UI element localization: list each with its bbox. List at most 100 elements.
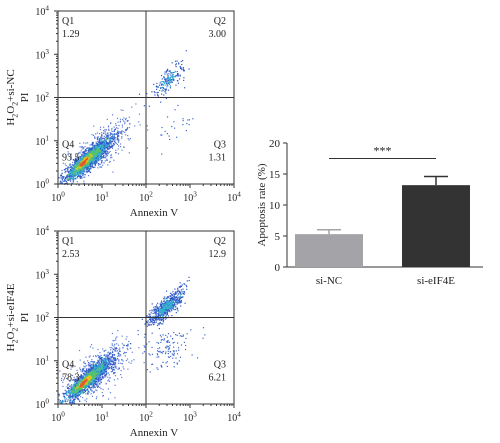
flow-event: [104, 371, 106, 373]
flow-event: [108, 359, 111, 362]
flow-event: [101, 134, 103, 137]
flow-event: [73, 392, 76, 395]
flow-event: [116, 347, 118, 350]
flow-event: [87, 161, 89, 164]
flow-event: [67, 154, 70, 156]
flow-event: [165, 88, 167, 90]
flow-event: [82, 151, 84, 153]
flow-event: [117, 131, 120, 133]
flow-event: [77, 393, 80, 395]
y-tick-label: 103: [35, 48, 49, 62]
flow-event: [111, 366, 113, 368]
flow-event: [113, 133, 116, 135]
flow-event: [171, 62, 173, 64]
flow-event: [95, 154, 97, 156]
flow-event: [128, 139, 130, 141]
flow-event: [127, 120, 129, 122]
flow-event: [97, 167, 99, 169]
flow-event: [100, 140, 103, 142]
flow-event: [110, 141, 112, 143]
flow-event: [117, 153, 120, 155]
flow-event: [97, 159, 99, 162]
flow-event: [74, 381, 76, 384]
flow-event: [121, 137, 123, 139]
flow-event: [183, 87, 186, 89]
flow-event: [111, 156, 113, 158]
flow-event: [99, 358, 101, 360]
flow-event: [67, 174, 70, 177]
flow-event: [103, 126, 105, 128]
flow-event: [76, 173, 78, 176]
flow-event: [100, 354, 102, 357]
flow-event: [125, 134, 127, 136]
flow-event: [178, 63, 180, 65]
flow-event: [96, 157, 98, 159]
flow-event: [112, 357, 115, 359]
flow-event: [100, 149, 102, 152]
flow-event: [112, 363, 114, 365]
flow-event: [64, 400, 67, 403]
flow-event: [172, 76, 174, 78]
flow-event: [171, 77, 174, 79]
flow-event: [77, 160, 79, 162]
flow-event: [69, 396, 71, 399]
flow-event: [93, 145, 95, 147]
flow-event: [88, 161, 91, 163]
flow-event: [89, 346, 92, 348]
flow-event: [92, 160, 95, 163]
flow-event: [70, 171, 72, 174]
flow-event: [62, 392, 64, 395]
flow-event: [117, 352, 120, 354]
flow-event: [109, 143, 111, 145]
flow-event: [118, 349, 120, 351]
flow-event: [126, 127, 129, 129]
flow-event: [69, 165, 71, 167]
flow-event: [76, 181, 78, 183]
flow-event: [75, 157, 77, 160]
flow-event: [95, 156, 98, 158]
flow-event: [99, 141, 101, 143]
flow-event: [110, 136, 112, 139]
flow-event: [70, 390, 72, 392]
flow-event: [78, 156, 80, 158]
flow-event: [99, 166, 101, 168]
flow-event: [84, 171, 86, 173]
flow-event: [131, 106, 133, 108]
flow-event: [85, 142, 87, 144]
flow-event: [81, 157, 83, 159]
flow-event: [76, 160, 78, 162]
flow-event: [123, 352, 125, 355]
flow-event: [90, 154, 93, 156]
flow-event: [90, 368, 93, 371]
flow-event: [165, 97, 167, 100]
flow-event: [79, 367, 81, 369]
flow-event: [90, 363, 93, 366]
flow-event: [70, 368, 72, 370]
flow-event: [66, 176, 68, 178]
flow-event: [107, 366, 109, 368]
y-tick-label: 101: [35, 134, 49, 148]
flow-event: [80, 162, 83, 165]
flow-event: [80, 158, 82, 161]
flow-event: [175, 65, 177, 68]
flow-event: [92, 158, 94, 160]
flow-event: [96, 371, 99, 373]
flow-event: [82, 397, 84, 399]
flow-event: [113, 141, 116, 143]
flow-event: [87, 360, 89, 362]
flow-event: [100, 357, 102, 360]
flow-event: [115, 365, 117, 367]
flow-event: [74, 385, 76, 388]
flow-event: [102, 144, 105, 147]
flow-event: [87, 154, 89, 156]
flow-event: [75, 158, 78, 161]
flow-event: [182, 118, 184, 120]
flow-event: [122, 109, 124, 112]
flow-event: [87, 168, 90, 170]
flow-event: [70, 153, 72, 155]
flow-event: [93, 153, 95, 155]
flow-event: [166, 86, 168, 88]
flow-event: [68, 385, 71, 388]
flow-event: [105, 143, 107, 145]
flow-event: [106, 142, 109, 144]
